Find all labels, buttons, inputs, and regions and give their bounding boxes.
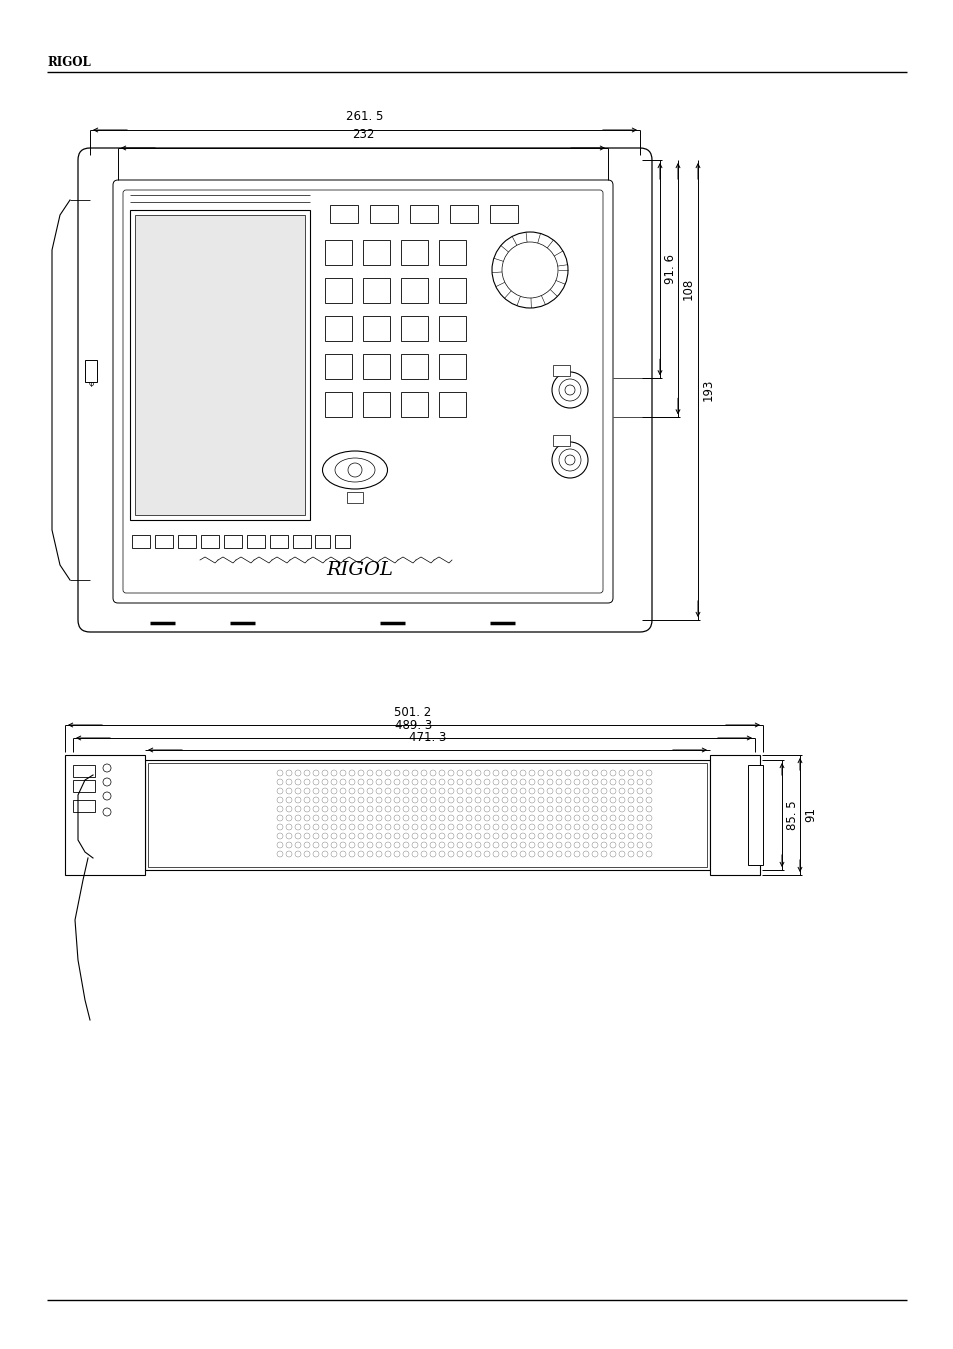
Bar (438, 353, 465, 379)
Bar (410, 205, 437, 223)
Bar (438, 240, 465, 264)
Text: 232: 232 (352, 128, 374, 142)
Bar (314, 536, 330, 548)
Bar (553, 366, 569, 376)
Text: 108: 108 (681, 278, 695, 299)
Bar (553, 434, 569, 447)
Bar (224, 536, 242, 548)
Bar (363, 240, 390, 264)
Bar (73, 800, 95, 812)
Bar (293, 536, 311, 548)
Text: Ψ: Ψ (89, 382, 93, 389)
Bar (438, 316, 465, 341)
Bar (325, 393, 352, 417)
Bar (135, 214, 305, 515)
Bar (400, 353, 428, 379)
Text: 471. 3: 471. 3 (409, 731, 446, 745)
Bar (438, 278, 465, 304)
Bar (325, 240, 352, 264)
Bar (85, 360, 97, 382)
Text: 91. 6: 91. 6 (663, 254, 677, 285)
Bar (73, 780, 95, 792)
Bar (363, 353, 390, 379)
FancyBboxPatch shape (123, 190, 602, 594)
Bar (270, 536, 288, 548)
Bar (330, 205, 357, 223)
Bar (335, 536, 350, 548)
Bar (709, 755, 760, 876)
Bar (370, 205, 397, 223)
Bar (73, 765, 95, 777)
Bar (201, 536, 219, 548)
Bar (490, 205, 517, 223)
Bar (148, 764, 706, 867)
Bar (347, 492, 363, 503)
Text: RIGOL: RIGOL (47, 55, 91, 69)
Text: 91: 91 (803, 808, 816, 823)
Bar (747, 765, 762, 865)
Bar (325, 353, 352, 379)
Bar (154, 536, 172, 548)
Text: 193: 193 (701, 379, 714, 401)
Bar (400, 393, 428, 417)
Bar (247, 536, 265, 548)
Ellipse shape (322, 451, 387, 488)
Bar (130, 210, 310, 519)
Bar (438, 393, 465, 417)
FancyBboxPatch shape (112, 179, 613, 603)
FancyBboxPatch shape (78, 148, 651, 631)
Bar (325, 316, 352, 341)
Bar (145, 759, 709, 870)
Bar (363, 393, 390, 417)
Text: 489. 3: 489. 3 (395, 719, 432, 733)
Bar (450, 205, 477, 223)
Bar (65, 755, 145, 876)
Text: RIGOL: RIGOL (326, 561, 393, 579)
Bar (400, 316, 428, 341)
Text: 501. 2: 501. 2 (394, 706, 431, 719)
Ellipse shape (335, 459, 375, 482)
Bar (178, 536, 195, 548)
Bar (363, 278, 390, 304)
Bar (400, 240, 428, 264)
Text: 261. 5: 261. 5 (346, 111, 383, 123)
Bar (363, 316, 390, 341)
Bar (400, 278, 428, 304)
Bar (132, 536, 150, 548)
Text: 85. 5: 85. 5 (785, 800, 799, 830)
Bar (325, 278, 352, 304)
